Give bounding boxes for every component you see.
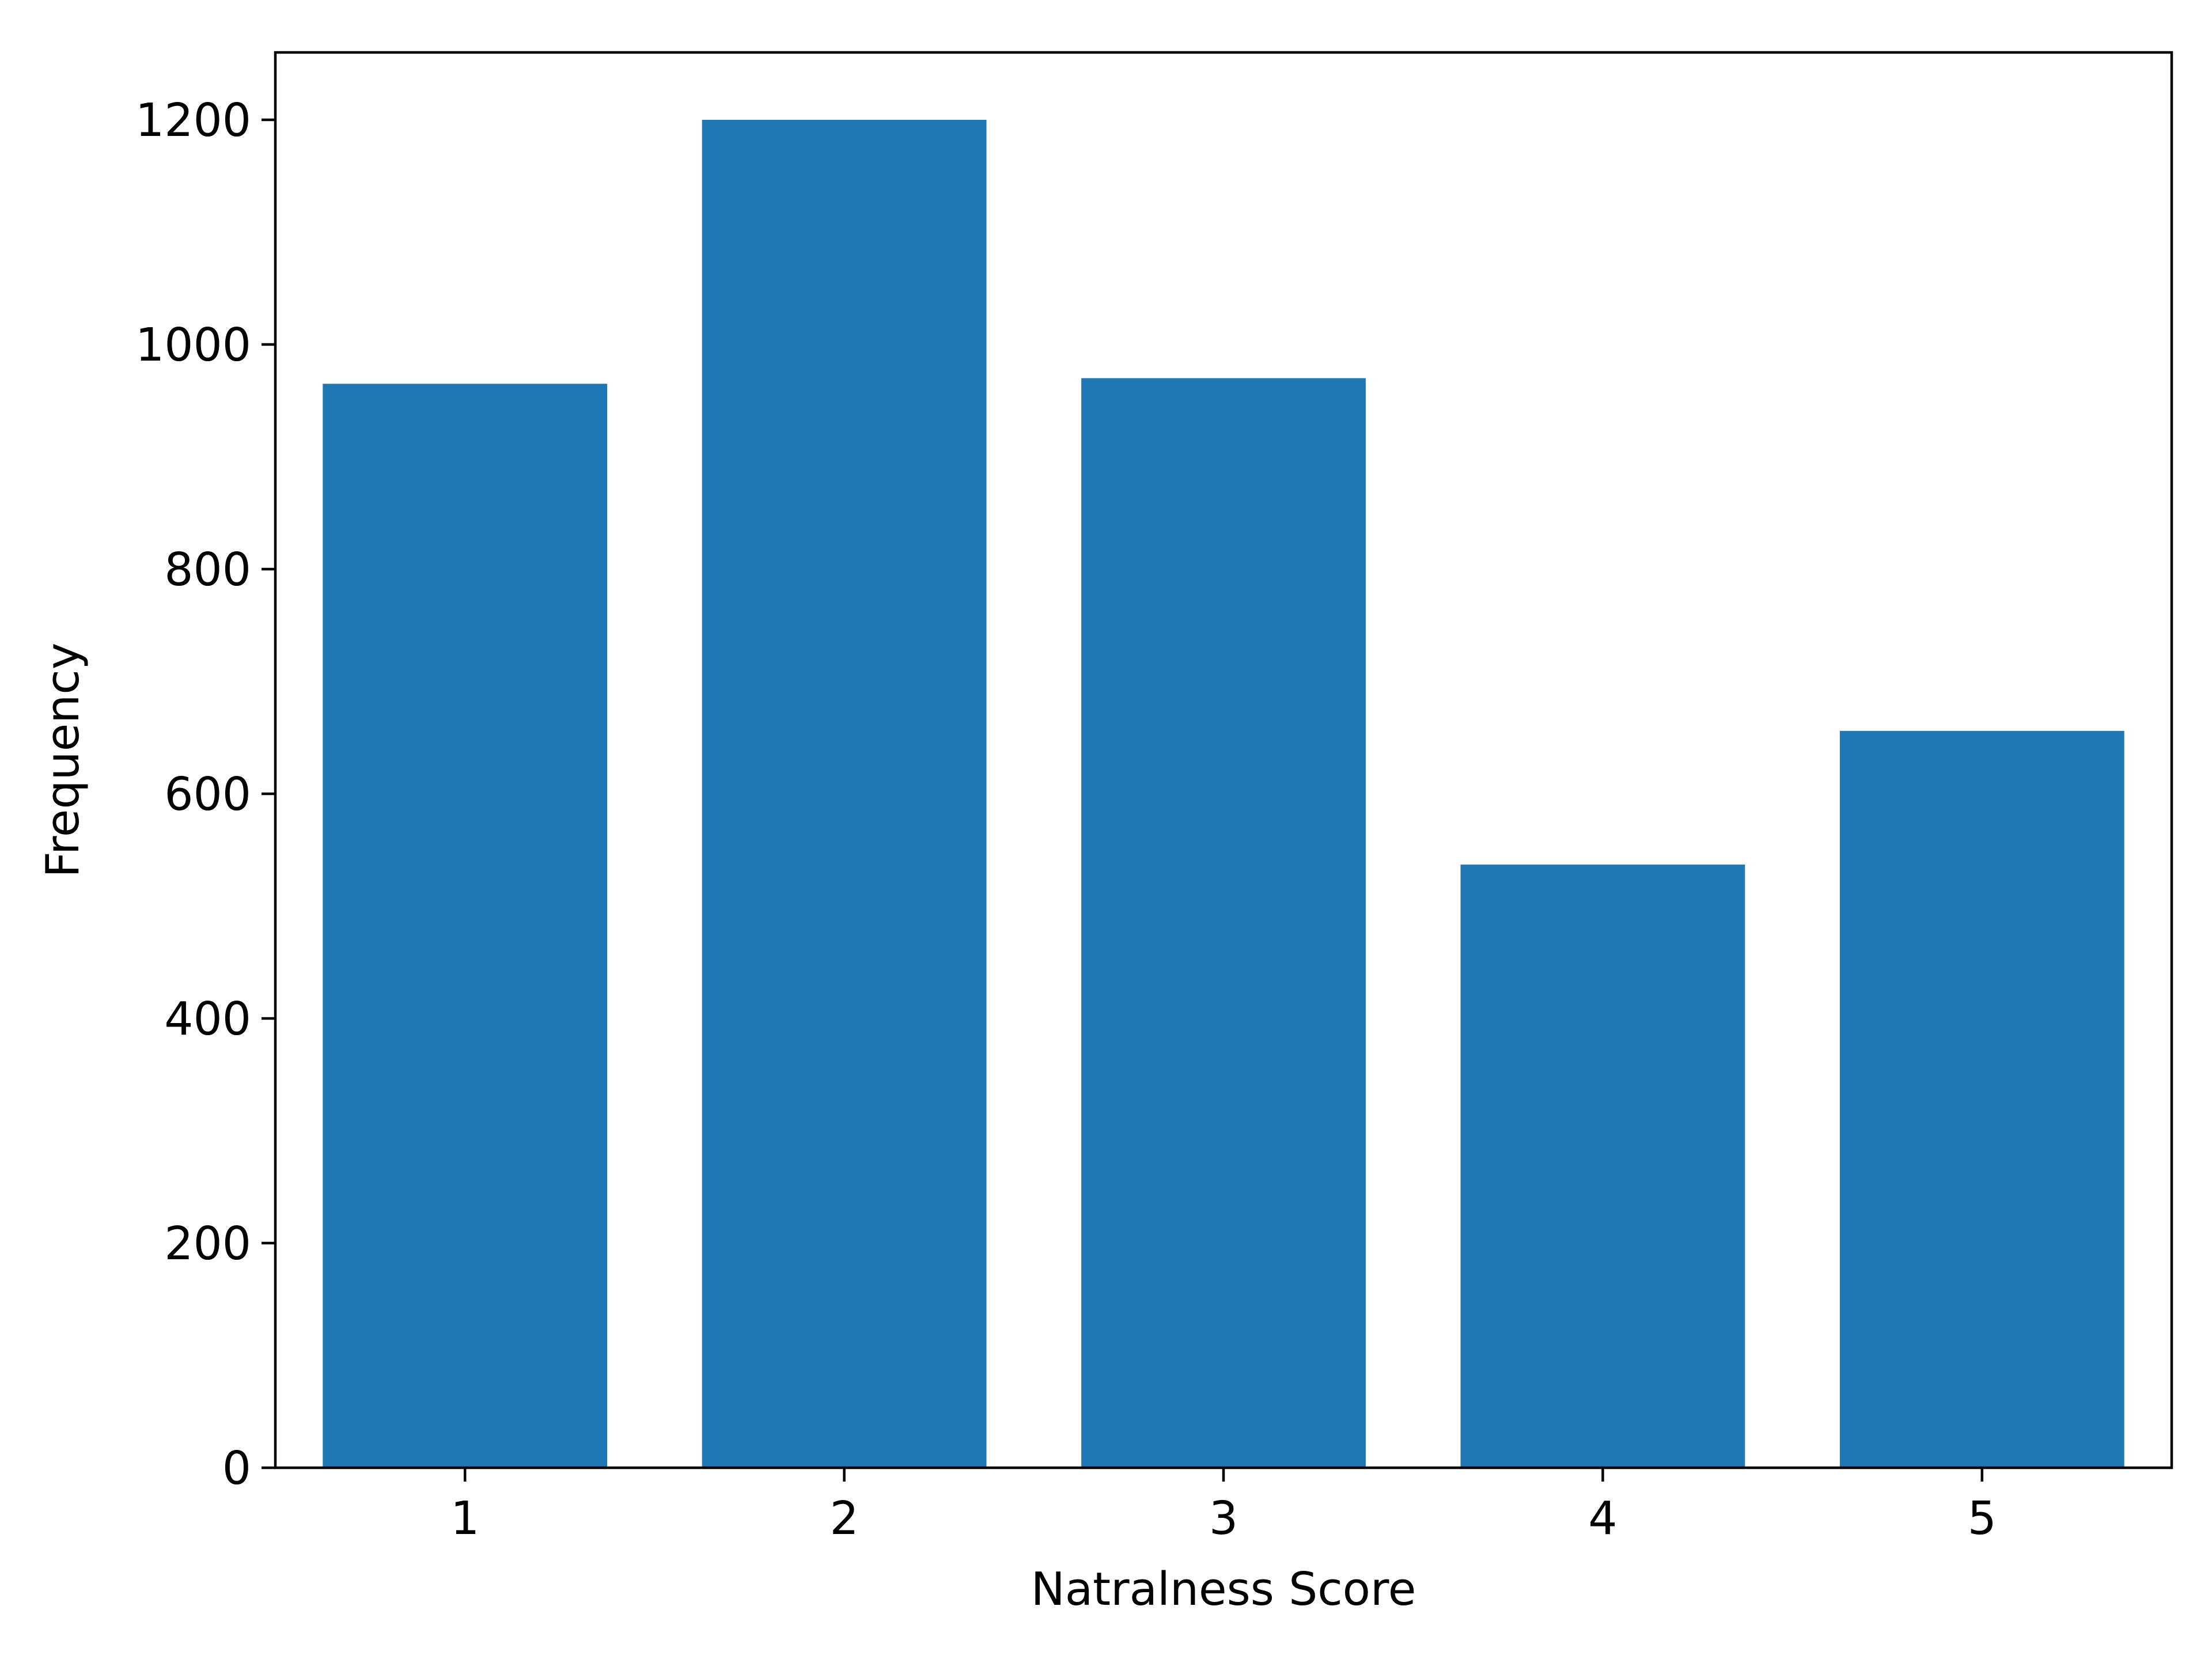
y-tick-label: 200	[164, 1217, 251, 1270]
y-axis-label: Frequency	[36, 642, 89, 877]
x-tick-label: 5	[1968, 1492, 1997, 1545]
x-tick-label: 2	[830, 1492, 858, 1545]
y-tick-label: 0	[222, 1442, 251, 1495]
bar-4	[1460, 864, 1745, 1468]
bar-3	[1081, 378, 1366, 1468]
bar-1	[323, 384, 608, 1468]
bars-group	[323, 120, 2124, 1468]
y-tick-label: 400	[164, 993, 251, 1046]
x-tick-label: 4	[1588, 1492, 1617, 1545]
x-tick-label: 1	[450, 1492, 479, 1545]
x-axis: 1 2 3 4 5	[450, 1468, 1997, 1545]
y-axis: 0 200 400 600 800 1000 1200	[135, 94, 275, 1495]
bar-5	[1839, 730, 2124, 1468]
y-tick-label: 1000	[135, 319, 251, 372]
x-tick-label: 3	[1209, 1492, 1238, 1545]
y-tick-label: 1200	[135, 94, 251, 147]
y-tick-label: 600	[164, 768, 251, 821]
bar-2	[702, 120, 987, 1468]
y-tick-label: 800	[164, 543, 251, 596]
x-axis-label: Natralness Score	[1031, 1563, 1416, 1616]
